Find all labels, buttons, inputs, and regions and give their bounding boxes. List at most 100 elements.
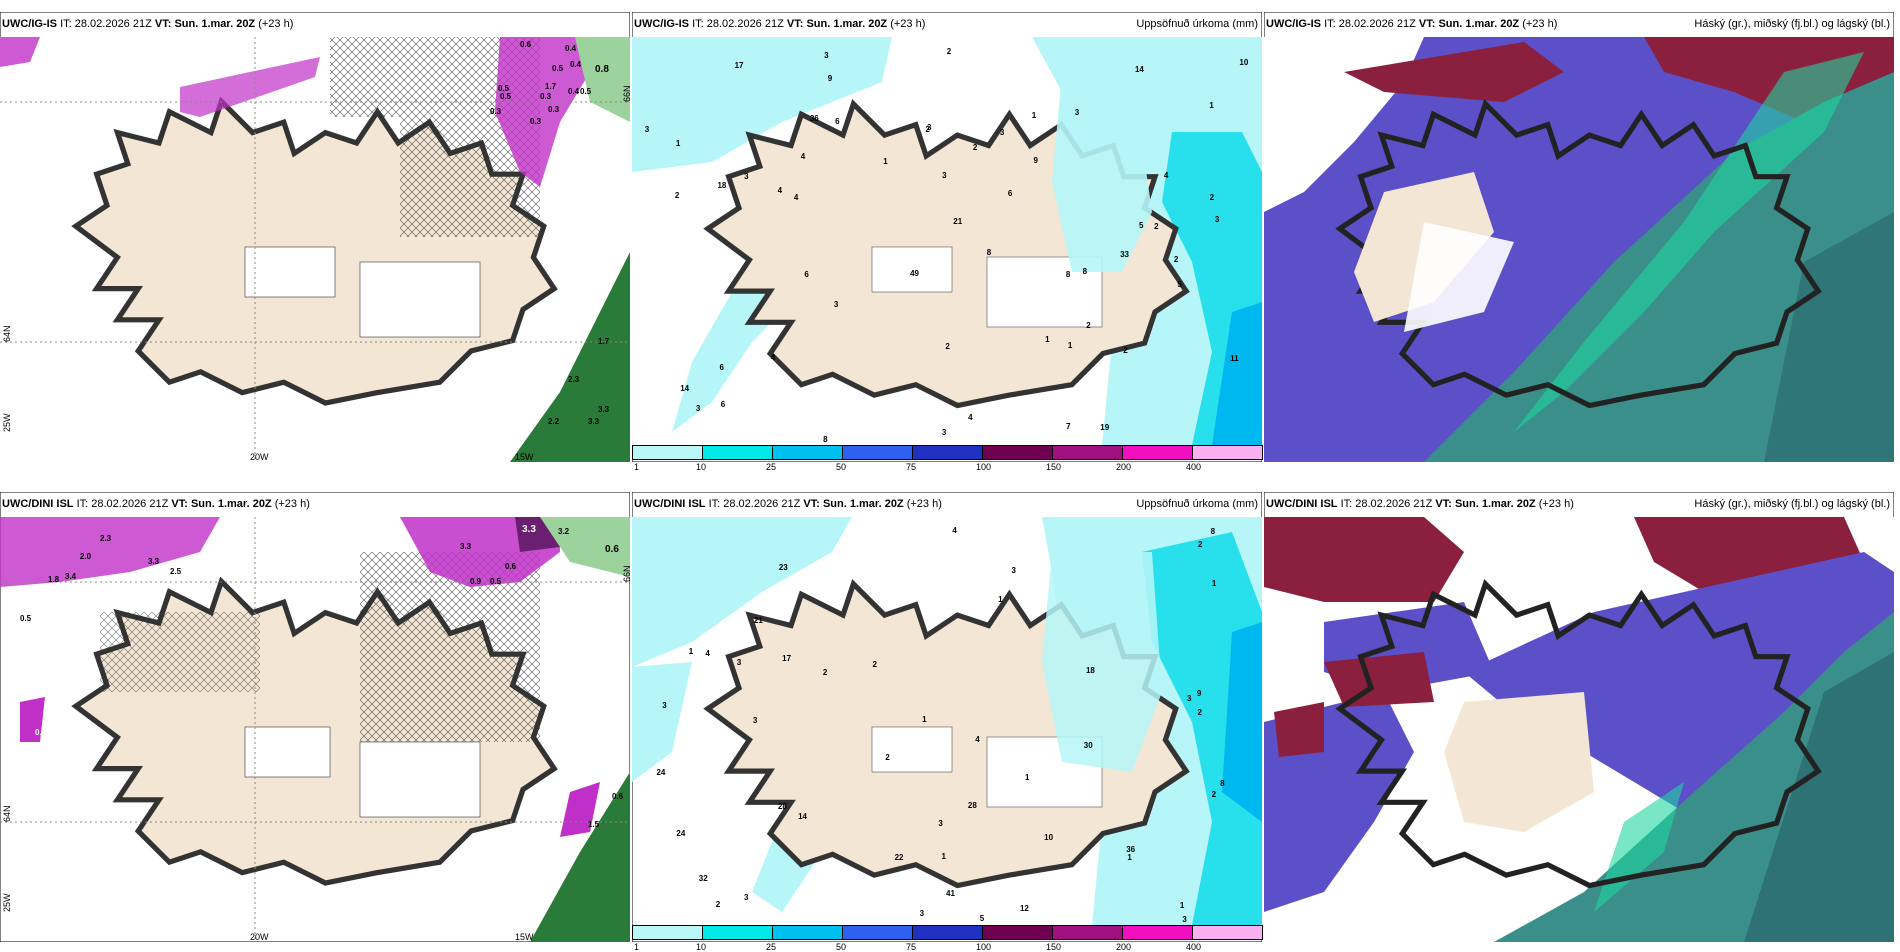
panel-title: UWC/DINI ISL IT: 28.02.2026 21Z VT: Sun.… — [2, 498, 310, 510]
precip-value: 12 — [1019, 904, 1029, 914]
colorbar-segment — [912, 925, 983, 940]
precip-value: 21 — [953, 217, 963, 227]
panel-subtitle: Háský (gr.), miðský (fj.bl.) og lágský (… — [1694, 18, 1890, 30]
precip-value: 4 — [777, 186, 783, 196]
colorbar-tick: 1 — [634, 462, 640, 472]
precip-value: 1 — [1211, 578, 1217, 588]
panel-title: UWC/IG-IS IT: 28.02.2026 21Z VT: Sun. 1.… — [2, 18, 294, 30]
precip-value: 3 — [744, 172, 749, 182]
precip-value: 1 — [1067, 340, 1073, 350]
wind-value: 0.6 — [505, 562, 517, 571]
wind-value: 0.4 — [568, 87, 580, 96]
precip-value: 2 — [674, 191, 680, 201]
wind-value: 0.4 — [570, 60, 582, 69]
panel-subtitle: Uppsöfnuð úrkoma (mm) — [1136, 18, 1258, 30]
precip-value: 3 — [927, 123, 932, 133]
panel-title: UWC/IG-IS IT: 28.02.2026 21Z VT: Sun. 1.… — [1266, 18, 1558, 30]
precip-value: 3 — [1074, 107, 1080, 117]
wind-value: 0.3 — [540, 92, 552, 101]
precip-value: 30 — [1083, 740, 1093, 750]
precip-value: 4 — [952, 526, 957, 536]
precip-value: 2 — [1154, 221, 1159, 231]
wind-value: 0.3 — [490, 107, 502, 116]
precip-value: 1 — [883, 156, 888, 166]
colorbar-tick: 50 — [836, 462, 847, 472]
precip-value: 8 — [1210, 526, 1216, 536]
wind-value: 3.3 — [148, 557, 160, 566]
precip-value: 18 — [717, 180, 727, 190]
precip-value: 2 — [925, 124, 930, 134]
colorbar-segment — [1052, 925, 1123, 940]
wind-shade-green — [510, 252, 630, 462]
panel-clouds-top: UWC/IG-IS IT: 28.02.2026 21Z VT: Sun. 1.… — [1264, 12, 1894, 462]
precip-value: 2 — [972, 143, 978, 153]
wind-value: 0.5 — [35, 728, 47, 737]
wind-value: 2.2 — [548, 417, 560, 426]
precip-value: 9 — [827, 73, 833, 83]
precip-value: 14 — [1134, 64, 1144, 74]
precip-value: 2 — [715, 900, 721, 909]
precip-value: 3 — [833, 299, 839, 309]
precip-value: 3 — [752, 716, 758, 726]
precip-value: 4 — [968, 412, 973, 422]
precip-value: 36 — [809, 113, 819, 123]
precip-value: 4 — [705, 649, 710, 659]
precip-value: 2 — [1123, 346, 1128, 356]
colorbar-segment — [842, 445, 913, 460]
precip-value: 3 — [942, 170, 947, 180]
precip-value: 2 — [1086, 321, 1091, 331]
colorbar-segment — [982, 925, 1053, 940]
precip-value: 17 — [782, 654, 792, 664]
precip-shade-dark — [1212, 302, 1262, 445]
precip-value: 1 — [1045, 335, 1050, 345]
precip-value: 2 — [1209, 193, 1215, 203]
precip-value: 2 — [1173, 254, 1179, 264]
wind-value: 0.3 — [530, 117, 542, 126]
wind-value: 1.7 — [598, 337, 610, 346]
precip-value: 3 — [736, 657, 742, 667]
precip-value: 4 — [770, 353, 776, 363]
wind-value: 3.3 — [598, 405, 610, 414]
colorbar: 1 10 25 50 75 100 150 200 400 — [632, 925, 1263, 952]
colorbar-tick: 100 — [976, 942, 992, 952]
precip-value: 36 — [1126, 844, 1136, 854]
precip-value: 19 — [1100, 423, 1110, 433]
colorbar-segment — [1122, 445, 1193, 460]
precip-value: 10 — [1239, 58, 1249, 68]
precip-value: 49 — [910, 269, 920, 279]
precip-value: 2 — [945, 341, 950, 351]
precip-value: 2 — [1197, 540, 1203, 550]
precip-value: 6 — [719, 362, 724, 372]
precip-value: 9 — [1196, 689, 1202, 699]
wind-shade-mag — [0, 37, 40, 67]
colorbar-segment — [982, 445, 1053, 460]
wind-value: 0.5 — [498, 84, 510, 93]
precip-value: 3 — [662, 701, 667, 711]
precip-value: 3 — [938, 819, 943, 829]
panel-subtitle: Háský (gr.), miðský (fj.bl.) og lágský (… — [1694, 498, 1890, 510]
wind-value: 0.5 — [490, 577, 502, 586]
wind-value: 0.3 — [548, 105, 560, 114]
wind-value: 0.6 — [520, 40, 532, 49]
wind-value: 0.9 — [470, 577, 482, 586]
precip-value: 10 — [1044, 832, 1054, 842]
wind-value: 2.5 — [170, 567, 182, 576]
colorbar-segment — [1192, 925, 1263, 940]
precip-value: 6 — [804, 269, 809, 279]
lat-label: 64N — [2, 325, 12, 342]
precip-value: 8 — [986, 247, 992, 257]
wind-shade-green — [530, 772, 630, 942]
precip-value: 17 — [734, 61, 744, 71]
panel-subtitle: Uppsöfnuð úrkoma (mm) — [1136, 498, 1258, 510]
colorbar-segment — [1192, 445, 1263, 460]
precip-value: 3 — [941, 427, 947, 437]
precip-value: 6 — [720, 400, 726, 410]
precip-value: 1 — [941, 852, 946, 862]
wind-value: 3.3 — [588, 417, 600, 426]
lon-label: 20W — [250, 452, 269, 462]
colorbar-tick: 25 — [766, 462, 777, 472]
precip-value: 3 — [1011, 566, 1016, 576]
precip-shade-light — [632, 37, 892, 172]
precip-value: 22 — [894, 852, 904, 862]
wind-value: 0.5 — [580, 87, 592, 96]
